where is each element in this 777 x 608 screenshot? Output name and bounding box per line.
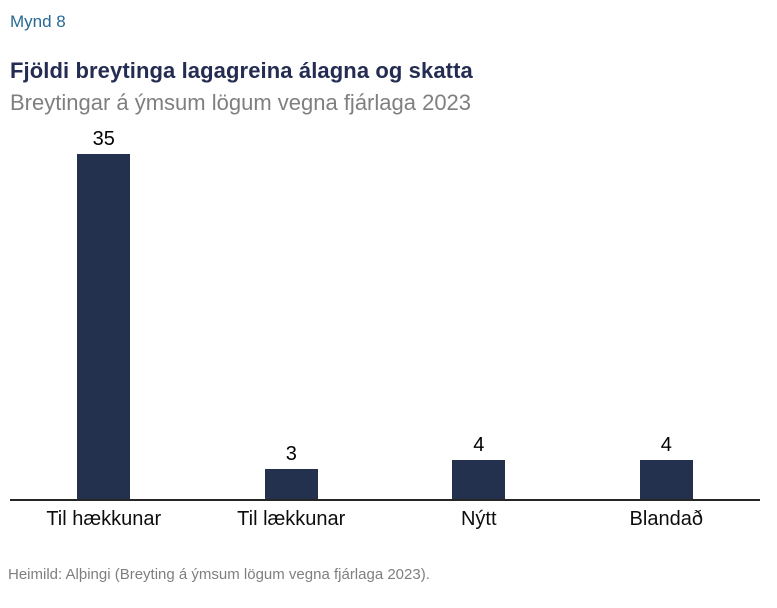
bar-slot: 4 (385, 124, 573, 500)
bar (639, 460, 693, 500)
bar (264, 469, 318, 500)
chart-title: Fjöldi breytinga lagagreina álagna og sk… (10, 58, 473, 84)
category-label: Til lækkunar (237, 508, 346, 531)
bar (452, 460, 506, 500)
bar-slot: 3 (198, 124, 386, 500)
category-label: Nýtt (460, 508, 497, 531)
x-axis-labels: Til hækkunar Til lækkunar Nýtt Blandað (10, 507, 760, 531)
bar-value-label: 4 (473, 434, 485, 457)
bar (77, 154, 131, 500)
bar-slot: 35 (10, 124, 198, 500)
source-citation: Heimild: Alþingi (Breyting á ýmsum lögum… (8, 566, 430, 583)
bar-slot: 4 (573, 124, 761, 500)
category-label: Til hækkunar (46, 508, 162, 531)
category-label: Blandað (629, 508, 703, 531)
chart-subtitle: Breytingar á ýmsum lögum vegna fjárlaga … (10, 89, 472, 115)
bar-value-label: 4 (660, 434, 672, 457)
bar-chart-plot-area: 35 3 4 4 (10, 124, 761, 502)
bar-value-label: 35 (92, 128, 115, 151)
figure-number-label: Mynd 8 (10, 12, 66, 31)
bar-value-label: 3 (285, 443, 297, 466)
